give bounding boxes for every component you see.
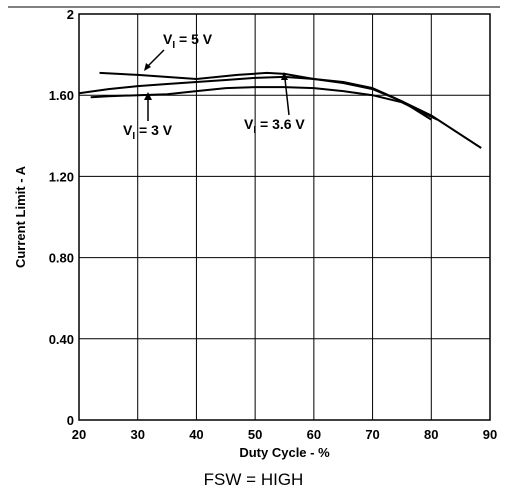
y-tick-label: 0.40 <box>49 332 74 347</box>
x-tick-label: 20 <box>72 427 86 442</box>
series-line-3v <box>90 86 438 121</box>
y-tick-label: 1.60 <box>49 88 74 103</box>
series-lines <box>78 71 482 149</box>
x-tick-label: 50 <box>248 427 262 442</box>
chart-caption: FSW = HIGH <box>203 470 304 489</box>
x-axis-label: Duty Cycle - % <box>239 445 330 460</box>
annotation-vi-3v: VI = 3 V <box>123 122 173 142</box>
y-tick-label: 0.80 <box>49 251 74 266</box>
annotation-arrow-3-6v <box>284 78 290 116</box>
y-tick-label: 1.20 <box>49 169 74 184</box>
arrowhead-3-6v <box>281 72 288 80</box>
y-tick-label: 2 <box>67 7 74 22</box>
x-tick-label: 60 <box>307 427 321 442</box>
x-tick-label: 70 <box>365 427 379 442</box>
annotation-vi-5v: VI = 5 V <box>163 31 213 51</box>
x-tick-label: 40 <box>189 427 203 442</box>
tick-labels: 20 30 40 50 60 70 80 90 0 0.40 0.80 1.20 1.60 2 <box>49 7 498 442</box>
arrowhead-5v <box>144 63 151 71</box>
current-limit-chart: 20 30 40 50 60 70 80 90 0 0.40 0.80 1.20 1.60 2 Duty … <box>8 6 500 460</box>
annotation-vi-3-6v: VI = 3.6 V <box>244 116 305 136</box>
x-tick-label: 90 <box>483 427 497 442</box>
plot-frame <box>78 13 491 421</box>
x-tick-label: 80 <box>424 427 438 442</box>
annotation-arrow-5v <box>145 49 165 69</box>
y-axis-label: Current Limit - A <box>13 165 28 268</box>
arrowhead-3v <box>144 92 152 100</box>
x-tick-label: 30 <box>130 427 144 442</box>
series-line-3-6v <box>78 75 432 121</box>
y-tick-label: 0 <box>67 413 74 428</box>
